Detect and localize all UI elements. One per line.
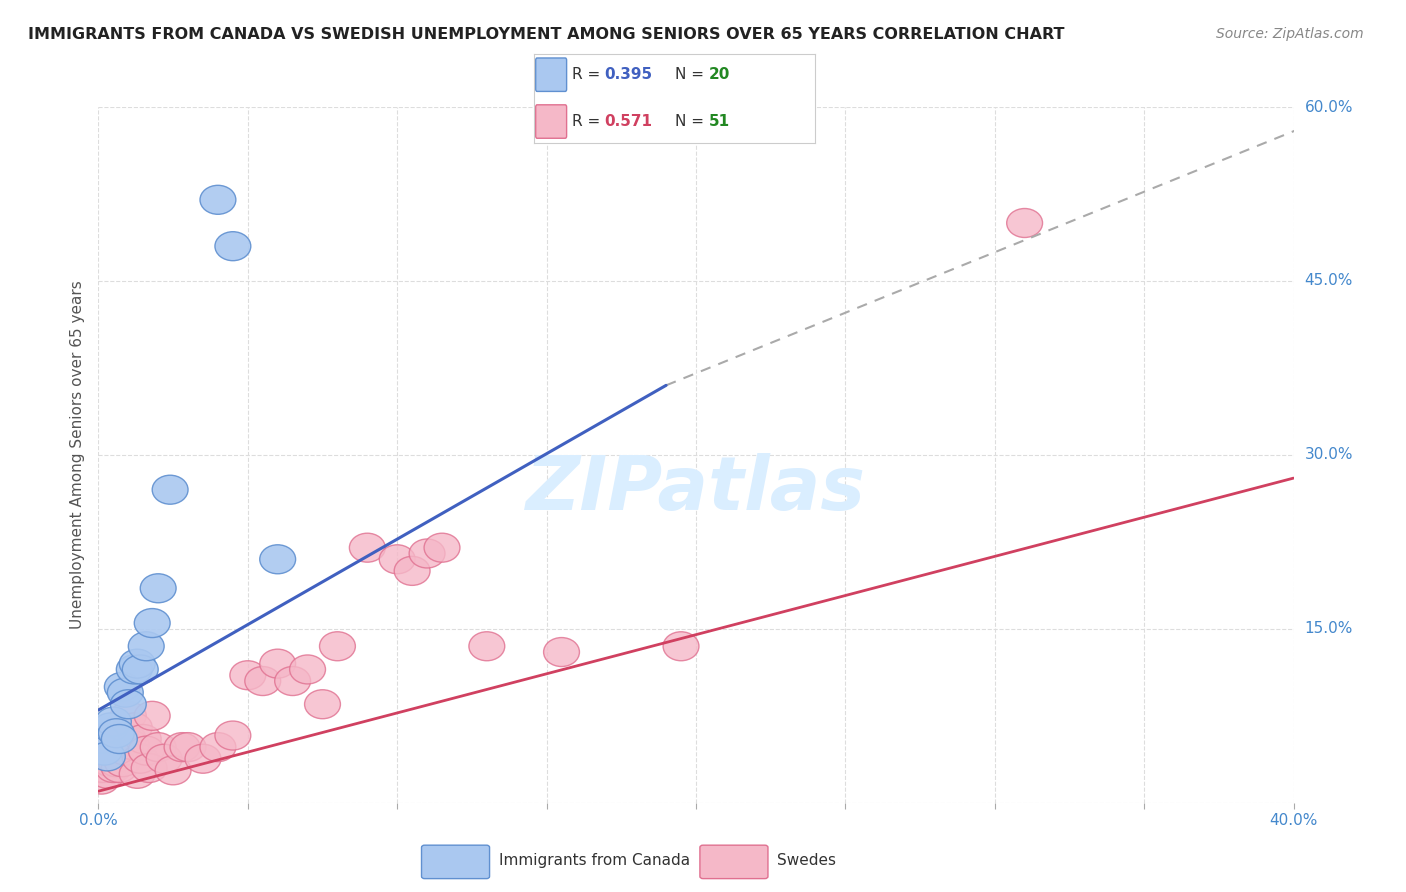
Ellipse shape bbox=[135, 701, 170, 731]
Ellipse shape bbox=[409, 539, 446, 568]
Text: Swedes: Swedes bbox=[778, 854, 837, 868]
Ellipse shape bbox=[90, 742, 125, 771]
Ellipse shape bbox=[260, 649, 295, 678]
Ellipse shape bbox=[83, 765, 120, 794]
Ellipse shape bbox=[120, 759, 155, 789]
Ellipse shape bbox=[87, 736, 122, 765]
Ellipse shape bbox=[245, 666, 281, 696]
Text: 20: 20 bbox=[709, 67, 730, 82]
Ellipse shape bbox=[114, 731, 149, 759]
Ellipse shape bbox=[83, 724, 120, 754]
Ellipse shape bbox=[394, 557, 430, 585]
Ellipse shape bbox=[215, 232, 250, 260]
FancyBboxPatch shape bbox=[422, 846, 489, 879]
Ellipse shape bbox=[87, 754, 122, 782]
Text: 0.395: 0.395 bbox=[605, 67, 652, 82]
Ellipse shape bbox=[120, 649, 155, 678]
Text: 45.0%: 45.0% bbox=[1305, 274, 1353, 288]
Ellipse shape bbox=[470, 632, 505, 661]
Ellipse shape bbox=[350, 533, 385, 562]
Ellipse shape bbox=[110, 690, 146, 719]
FancyBboxPatch shape bbox=[536, 58, 567, 92]
Ellipse shape bbox=[544, 638, 579, 666]
Ellipse shape bbox=[122, 744, 159, 773]
Ellipse shape bbox=[274, 666, 311, 696]
Ellipse shape bbox=[110, 724, 146, 754]
Ellipse shape bbox=[107, 736, 143, 765]
Ellipse shape bbox=[104, 713, 141, 742]
Text: R =: R = bbox=[572, 67, 600, 82]
Ellipse shape bbox=[90, 724, 125, 754]
Ellipse shape bbox=[305, 690, 340, 719]
Ellipse shape bbox=[93, 736, 128, 765]
Text: 51: 51 bbox=[709, 114, 730, 129]
Ellipse shape bbox=[117, 655, 152, 684]
Ellipse shape bbox=[122, 655, 159, 684]
Text: 30.0%: 30.0% bbox=[1305, 448, 1353, 462]
Ellipse shape bbox=[146, 744, 183, 773]
Ellipse shape bbox=[93, 713, 128, 742]
Ellipse shape bbox=[96, 754, 131, 782]
Ellipse shape bbox=[290, 655, 326, 684]
Ellipse shape bbox=[96, 707, 131, 736]
Text: N =: N = bbox=[675, 114, 704, 129]
Ellipse shape bbox=[319, 632, 356, 661]
Ellipse shape bbox=[98, 736, 135, 765]
Text: 60.0%: 60.0% bbox=[1305, 100, 1353, 114]
Ellipse shape bbox=[101, 724, 138, 754]
Ellipse shape bbox=[152, 475, 188, 504]
Ellipse shape bbox=[104, 673, 141, 701]
Ellipse shape bbox=[425, 533, 460, 562]
Ellipse shape bbox=[101, 724, 138, 754]
Text: IMMIGRANTS FROM CANADA VS SWEDISH UNEMPLOYMENT AMONG SENIORS OVER 65 YEARS CORRE: IMMIGRANTS FROM CANADA VS SWEDISH UNEMPL… bbox=[28, 27, 1064, 42]
Ellipse shape bbox=[215, 721, 250, 750]
Ellipse shape bbox=[83, 754, 120, 782]
Ellipse shape bbox=[101, 754, 138, 782]
Ellipse shape bbox=[93, 747, 128, 777]
Text: 15.0%: 15.0% bbox=[1305, 622, 1353, 636]
Ellipse shape bbox=[104, 747, 141, 777]
Ellipse shape bbox=[128, 632, 165, 661]
Y-axis label: Unemployment Among Seniors over 65 years: Unemployment Among Seniors over 65 years bbox=[69, 281, 84, 629]
Text: ZIPatlas: ZIPatlas bbox=[526, 453, 866, 526]
Ellipse shape bbox=[664, 632, 699, 661]
Ellipse shape bbox=[165, 732, 200, 762]
FancyBboxPatch shape bbox=[700, 846, 768, 879]
Ellipse shape bbox=[170, 732, 207, 762]
Text: N =: N = bbox=[675, 67, 704, 82]
Ellipse shape bbox=[87, 742, 122, 771]
Ellipse shape bbox=[107, 678, 143, 707]
Ellipse shape bbox=[200, 186, 236, 214]
Ellipse shape bbox=[125, 724, 162, 754]
Text: 0.571: 0.571 bbox=[605, 114, 652, 129]
Ellipse shape bbox=[110, 701, 146, 731]
Ellipse shape bbox=[141, 732, 176, 762]
Ellipse shape bbox=[231, 661, 266, 690]
Ellipse shape bbox=[380, 545, 415, 574]
Ellipse shape bbox=[90, 759, 125, 789]
Ellipse shape bbox=[128, 736, 165, 765]
Text: R =: R = bbox=[572, 114, 600, 129]
FancyBboxPatch shape bbox=[536, 105, 567, 138]
Ellipse shape bbox=[141, 574, 176, 603]
Ellipse shape bbox=[98, 747, 135, 777]
Ellipse shape bbox=[131, 754, 167, 782]
Ellipse shape bbox=[1007, 209, 1043, 237]
Ellipse shape bbox=[200, 732, 236, 762]
Ellipse shape bbox=[260, 545, 295, 574]
Text: Immigrants from Canada: Immigrants from Canada bbox=[499, 854, 690, 868]
Ellipse shape bbox=[155, 756, 191, 785]
Ellipse shape bbox=[98, 719, 135, 747]
Text: Source: ZipAtlas.com: Source: ZipAtlas.com bbox=[1216, 27, 1364, 41]
Ellipse shape bbox=[117, 713, 152, 742]
Ellipse shape bbox=[96, 724, 131, 754]
Ellipse shape bbox=[186, 744, 221, 773]
Ellipse shape bbox=[135, 608, 170, 638]
